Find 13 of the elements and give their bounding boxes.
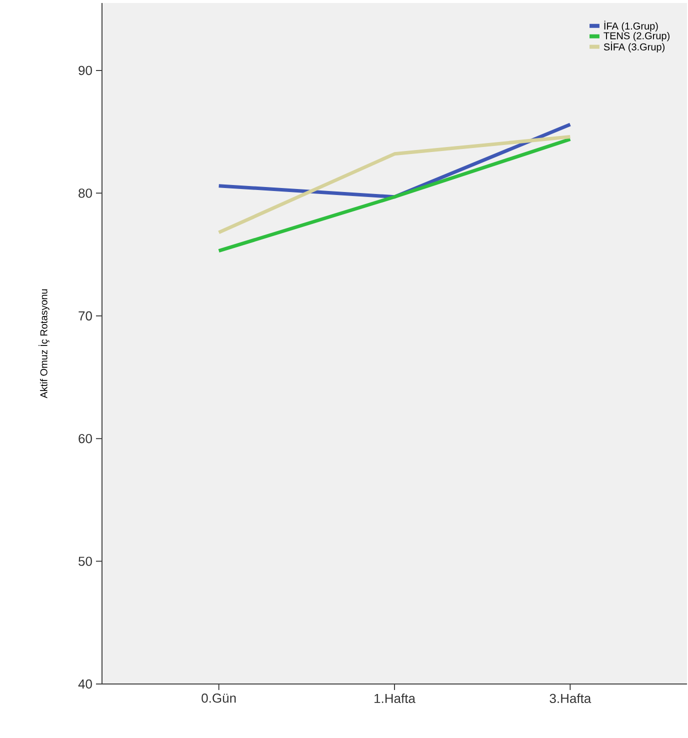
y-tick-label: 70 <box>78 311 92 320</box>
legend-label: SİFA (3.Grup) <box>604 42 665 52</box>
legend-label: İFA (1.Grup) <box>604 20 658 32</box>
y-axis-title: Aktif Omuz İç Rotasyonu <box>38 289 50 398</box>
x-tick-label: 3.Hafta <box>550 694 592 704</box>
y-tick-label: 50 <box>78 556 92 566</box>
y-tick-label: 80 <box>78 188 92 198</box>
y-tick-label: 40 <box>78 679 92 689</box>
x-tick-label: 0.Gün <box>202 694 236 703</box>
y-tick-label: 60 <box>78 434 92 444</box>
y-tick-label: 90 <box>78 66 92 76</box>
legend-label: TENS (2.Grup) <box>604 32 670 42</box>
x-tick-label: 1.Hafta <box>374 694 416 704</box>
